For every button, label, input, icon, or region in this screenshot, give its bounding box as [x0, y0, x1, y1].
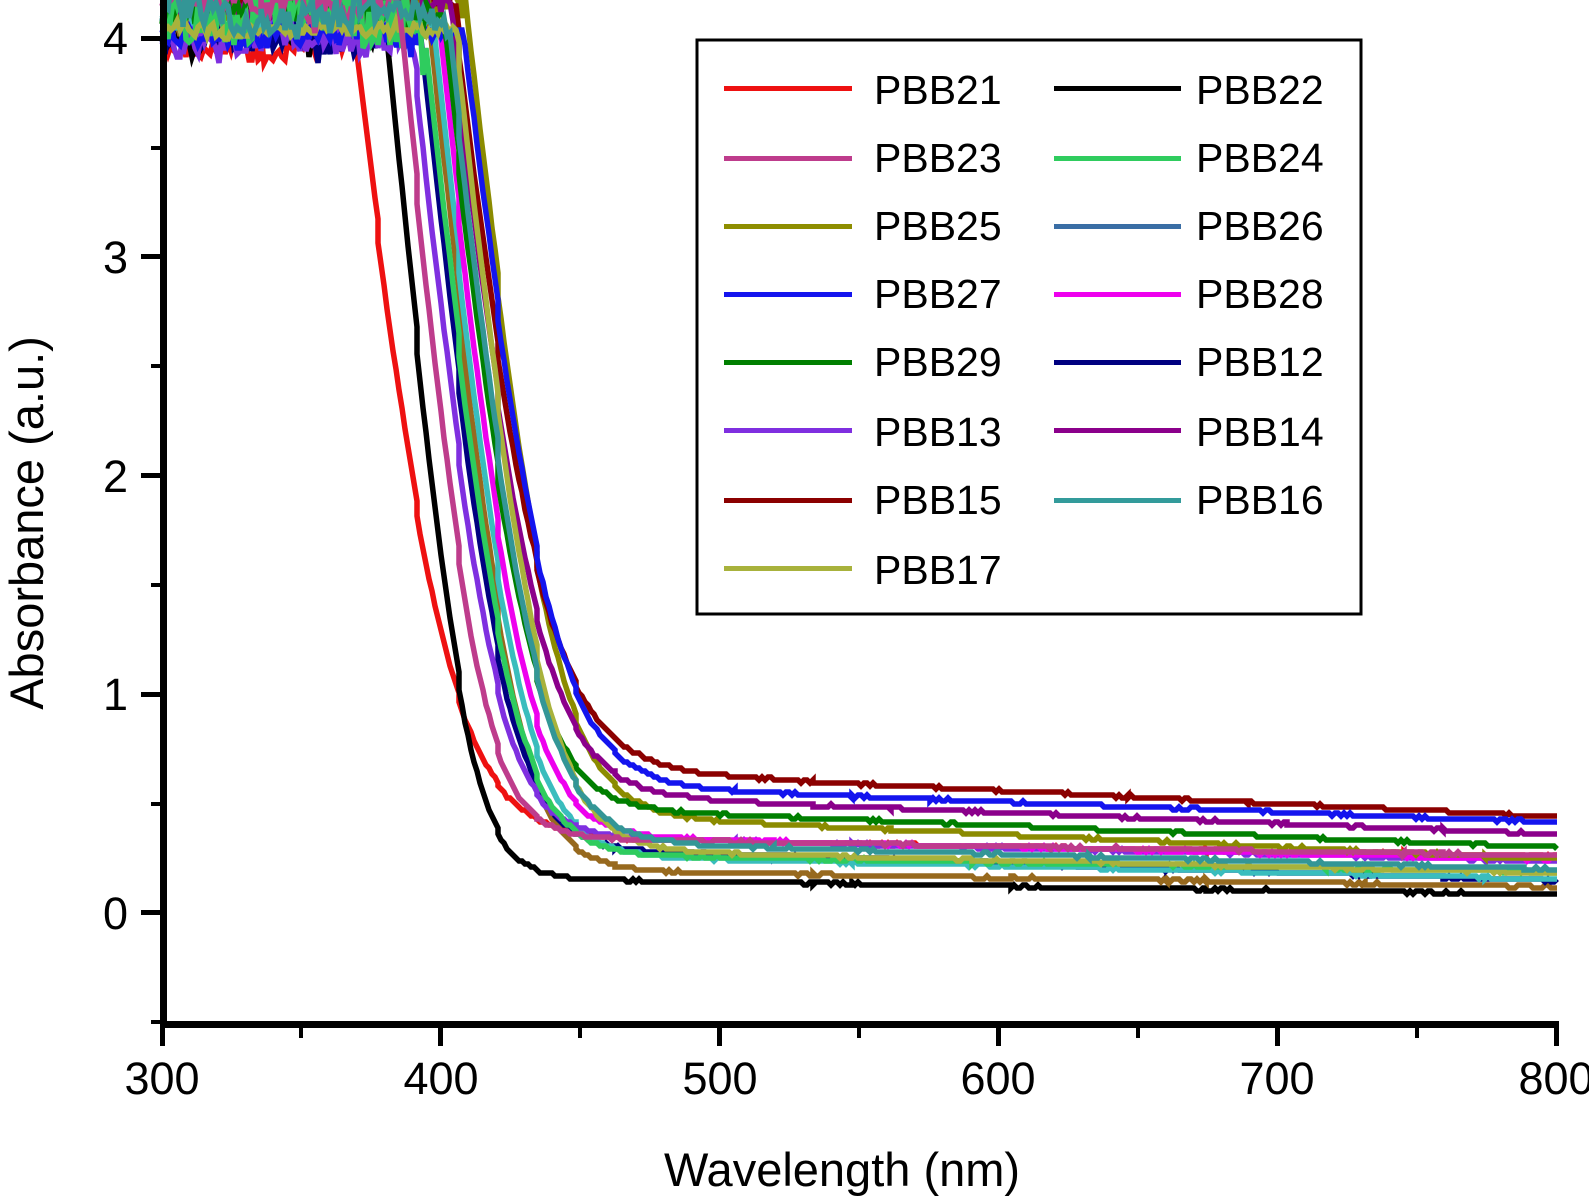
- svg-text:800: 800: [1518, 1053, 1589, 1104]
- svg-text:PBB28: PBB28: [1196, 271, 1324, 317]
- svg-text:PBB27: PBB27: [874, 271, 1002, 317]
- svg-text:PBB22: PBB22: [1196, 67, 1324, 113]
- svg-text:PBB14: PBB14: [1196, 409, 1324, 455]
- svg-text:600: 600: [960, 1053, 1035, 1104]
- svg-text:3: 3: [103, 232, 128, 283]
- svg-text:PBB26: PBB26: [1196, 203, 1324, 249]
- svg-text:Wavelength (nm): Wavelength (nm): [664, 1143, 1020, 1196]
- svg-text:PBB21: PBB21: [874, 67, 1002, 113]
- svg-text:PBB16: PBB16: [1196, 477, 1324, 523]
- svg-text:PBB24: PBB24: [1196, 135, 1324, 181]
- svg-text:PBB25: PBB25: [874, 203, 1002, 249]
- svg-text:PBB17: PBB17: [874, 547, 1002, 593]
- svg-text:2: 2: [103, 451, 128, 502]
- svg-text:500: 500: [682, 1053, 757, 1104]
- svg-text:400: 400: [403, 1053, 478, 1104]
- svg-text:1: 1: [103, 669, 128, 720]
- svg-text:0: 0: [103, 888, 128, 939]
- svg-text:PBB13: PBB13: [874, 409, 1002, 455]
- svg-text:700: 700: [1239, 1053, 1314, 1104]
- svg-text:PBB12: PBB12: [1196, 339, 1324, 385]
- svg-text:PBB15: PBB15: [874, 477, 1002, 523]
- svg-text:300: 300: [124, 1053, 199, 1104]
- svg-text:PBB29: PBB29: [874, 339, 1002, 385]
- svg-text:PBB23: PBB23: [874, 135, 1002, 181]
- svg-text:4: 4: [103, 13, 128, 64]
- svg-text:Absorbance (a.u.): Absorbance (a.u.): [0, 336, 53, 710]
